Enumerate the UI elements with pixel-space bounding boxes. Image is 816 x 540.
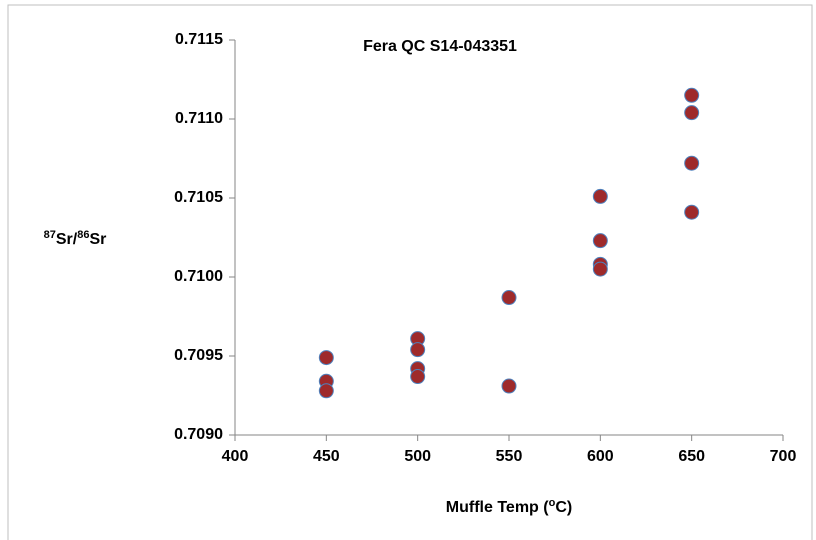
chart-frame [7,4,813,540]
x-label-part: Muffle Temp ( [446,499,549,516]
x-label-part: o [549,497,556,509]
point [592,261,608,277]
point [318,383,334,399]
point [501,378,517,394]
x-tick-label: 550 [496,448,523,465]
y-label-part: Sr [89,231,106,248]
point [501,290,517,306]
x-tick-label: 650 [678,448,705,465]
point [592,233,608,249]
point [684,204,700,220]
x-tick-label: 600 [587,448,614,465]
y-label-part: 87 [44,229,56,241]
y-label-part: 86 [77,229,89,241]
point [684,155,700,171]
point [684,87,700,103]
y-tick-label: 0.7115 [175,31,223,48]
point [684,105,700,121]
chart-title: Fera QC S14-043351 [363,38,517,55]
y-tick-label: 0.7105 [174,189,223,206]
y-tick-label: 0.7095 [174,347,223,364]
y-tick-label: 0.7090 [174,426,223,443]
y-tick-label: 0.7110 [175,110,223,127]
x-tick-label: 400 [222,448,249,465]
point [410,342,426,358]
x-label-part: C) [555,499,572,516]
x-tick-label: 450 [313,448,340,465]
y-label-part: Sr/ [56,231,78,248]
y-tick-label: 0.7100 [174,268,223,285]
x-tick-label: 500 [404,448,431,465]
x-tick-label: 700 [770,448,797,465]
point [410,369,426,385]
x-axis-label: Muffle Temp (oC) [446,497,572,516]
point [592,188,608,204]
point [318,350,334,366]
y-axis-label: 87Sr/86Sr [44,229,107,248]
